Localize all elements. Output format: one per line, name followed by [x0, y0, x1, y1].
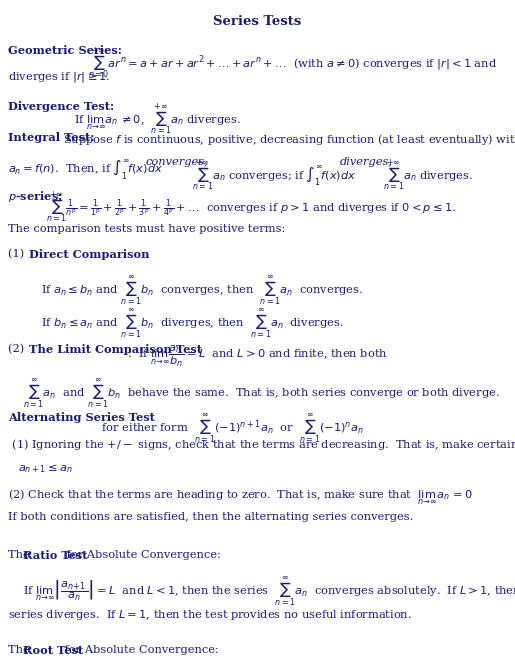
Text: If $\lim_{n\to\infty}\left|\dfrac{a_{n+1}}{a_n}\right| = L$  and $L<1$, then the: If $\lim_{n\to\infty}\left|\dfrac{a_{n+1… [23, 575, 515, 608]
Text: $a_{n+1}\leq a_n$: $a_{n+1}\leq a_n$ [18, 462, 73, 475]
Text: The comparison tests must have positive terms:: The comparison tests must have positive … [8, 224, 285, 234]
Text: Ratio Test: Ratio Test [23, 550, 88, 561]
Text: If $a_n\leq b_n$ and $\sum_{n=1}^{\infty} b_n$  converges, then  $\sum_{n=1}^{\i: If $a_n\leq b_n$ and $\sum_{n=1}^{\infty… [41, 274, 363, 307]
Text: If $\lim_{n\to\infty} a_n\neq 0$,  $\sum_{n=1}^{+\infty} a_n$ diverges.: If $\lim_{n\to\infty} a_n\neq 0$, $\sum_… [74, 101, 241, 137]
Text: (2): (2) [8, 345, 35, 354]
Text: The Limit Comparison Test: The Limit Comparison Test [29, 345, 202, 355]
Text: Root Test: Root Test [23, 645, 83, 656]
Text: $\sum_{n=1}^{+\infty} a_n$ diverges.: $\sum_{n=1}^{+\infty} a_n$ diverges. [376, 158, 473, 193]
Text: diverges,: diverges, [340, 158, 393, 168]
Text: Geometric Series:: Geometric Series: [8, 45, 126, 55]
Text: series diverges.  If $L=1$, then the test provides no useful information.: series diverges. If $L=1$, then the test… [8, 608, 411, 622]
Text: Direct Comparison: Direct Comparison [29, 249, 150, 260]
Text: (1) Ignoring the $+/-$ signs, check that the terms are decreasing.  That is, mak: (1) Ignoring the $+/-$ signs, check that… [8, 437, 515, 452]
Text: $\sum_{n=1}^{\infty} a_n$  and $\sum_{n=1}^{\infty} b_n$  behave the same.  That: $\sum_{n=1}^{\infty} a_n$ and $\sum_{n=1… [23, 377, 500, 410]
Text: converges,: converges, [146, 158, 209, 168]
Text: $\sum_{n=0}^{+\infty} ar^n = a+ar+ar^2+\ldots+ar^n+\ldots$  (with $a\neq 0$) con: $\sum_{n=0}^{+\infty} ar^n = a+ar+ar^2+\… [88, 45, 496, 81]
Text: Suppose $f$ is continuous, positive, decreasing function (at least eventually) w: Suppose $f$ is continuous, positive, dec… [63, 133, 515, 147]
Text: $\sum_{n=1}^{+\infty} a_n$ converges; if $\int_1^{\infty}\! f(x)dx$: $\sum_{n=1}^{+\infty} a_n$ converges; if… [185, 158, 357, 193]
Text: The: The [8, 550, 33, 560]
Text: (1): (1) [8, 249, 35, 259]
Text: (2) Check that the terms are heading to zero.  That is, make sure that  $\lim_{n: (2) Check that the terms are heading to … [8, 487, 472, 507]
Text: $\sum_{n=1}^{+\infty}\frac{1}{n^p} = \frac{1}{1^p}+\frac{1}{2^p}+\frac{1}{3^p}+\: $\sum_{n=1}^{+\infty}\frac{1}{n^p} = \fr… [46, 189, 456, 225]
Text: for either form  $\sum_{n=1}^{\infty}(-1)^{n+1}a_n$  or  $\sum_{n=1}^{\infty}(-1: for either form $\sum_{n=1}^{\infty}(-1)… [98, 412, 364, 445]
Text: Series Tests: Series Tests [213, 15, 302, 28]
Text: The: The [8, 645, 33, 655]
Text: Alternating Series Test: Alternating Series Test [8, 412, 154, 423]
Text: $a_n = f(n)$.  Then, if $\int_1^{\infty}\! f(x)dx$: $a_n = f(n)$. Then, if $\int_1^{\infty}\… [8, 158, 163, 182]
Text: Divergence Test:: Divergence Test: [8, 101, 118, 112]
Text: $p$-series:: $p$-series: [8, 189, 63, 204]
Text: :  If $\lim_{n\to\infty}\dfrac{a_n}{b_n} = L$  and $L>0$ and finite, then both: : If $\lim_{n\to\infty}\dfrac{a_n}{b_n} … [127, 345, 388, 370]
Text: for Absolute Convergence:: for Absolute Convergence: [63, 550, 220, 560]
Text: If $b_n\leq a_n$ and $\sum_{n=1}^{\infty} b_n$  diverges, then  $\sum_{n=1}^{\in: If $b_n\leq a_n$ and $\sum_{n=1}^{\infty… [41, 307, 344, 340]
Text: diverges if $|r|\geq 1$.: diverges if $|r|\geq 1$. [8, 70, 110, 84]
Text: Integral Test:: Integral Test: [8, 133, 98, 143]
Text: for Absolute Convergence:: for Absolute Convergence: [61, 645, 218, 655]
Text: If both conditions are satisfied, then the alternating series converges.: If both conditions are satisfied, then t… [8, 512, 413, 522]
